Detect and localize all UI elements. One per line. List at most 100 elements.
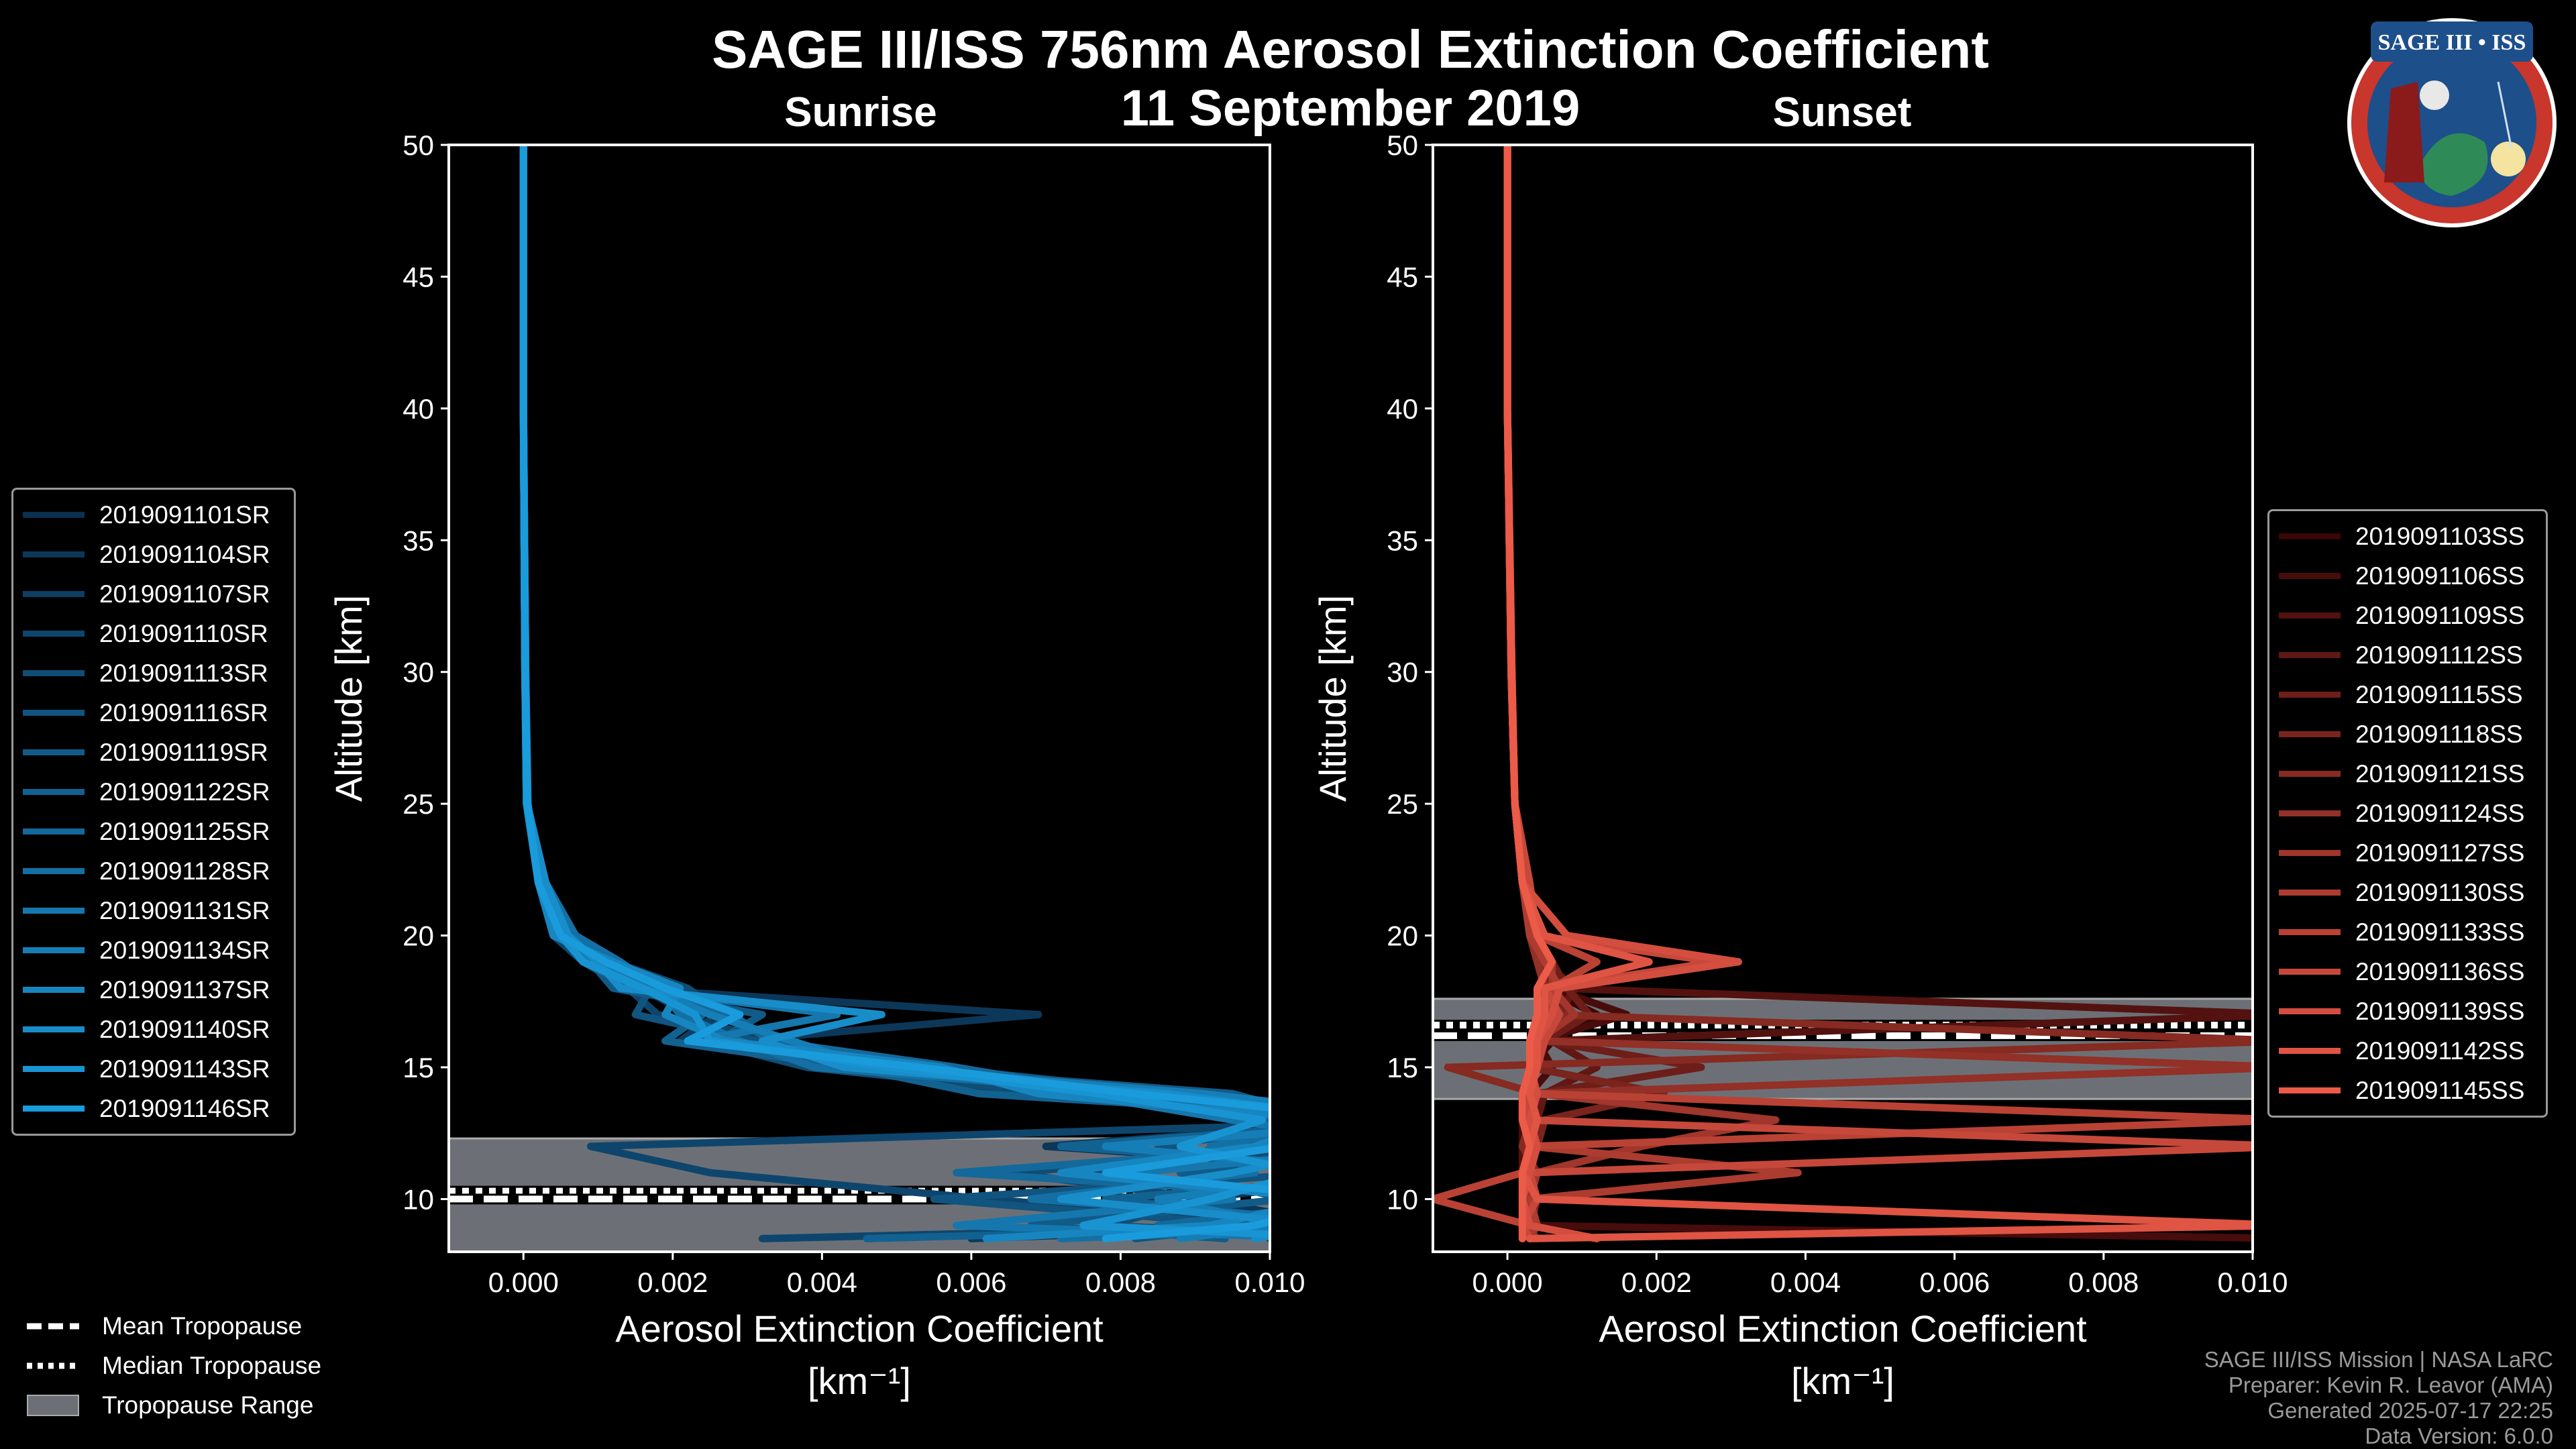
x-tick-label: 0.004 xyxy=(787,1267,857,1298)
legend-label: 2019091142SS xyxy=(2355,1036,2525,1065)
legend-label: 2019091122SR xyxy=(99,777,270,806)
y-tick-label: 30 xyxy=(402,657,434,688)
legend-mean-tropopause: Mean Tropopause xyxy=(27,1312,302,1340)
legend-swatch xyxy=(23,710,85,716)
legend-entry: 2019091113SR xyxy=(13,653,294,693)
legend-entry: 2019091145SS xyxy=(2269,1071,2546,1110)
profile-line-2019091146SR xyxy=(519,145,1270,1242)
legend-label: 2019091136SS xyxy=(2355,957,2525,985)
legend-label: 2019091139SS xyxy=(2355,997,2525,1025)
legend-swatch xyxy=(23,551,85,557)
legend-entry: 2019091139SS xyxy=(2269,991,2546,1031)
sunrise-y-axis-label: Altitude [km] xyxy=(327,595,370,802)
legend-label: 2019091131SR xyxy=(99,896,270,924)
legend-entry: 2019091104SR xyxy=(13,535,294,574)
legend-swatch xyxy=(2279,1048,2341,1054)
sunrise-subtitle: Sunrise xyxy=(784,89,937,136)
dashed-line-icon xyxy=(27,1323,79,1330)
legend-entry: 2019091125SR xyxy=(13,812,294,851)
x-tick-label: 0.000 xyxy=(488,1267,559,1298)
y-tick-label: 20 xyxy=(402,920,434,952)
footer-credits: SAGE III/ISS Mission | NASA LaRC Prepare… xyxy=(2204,1347,2553,1449)
legend-entry: 2019091146SR xyxy=(13,1089,294,1128)
dotted-line-icon xyxy=(27,1362,79,1369)
legend-swatch xyxy=(23,670,85,676)
footer-preparer: Preparer: Kevin R. Leavor (AMA) xyxy=(2228,1373,2553,1397)
legend-entry: 2019091116SR xyxy=(13,693,294,733)
chart-date: 11 September 2019 xyxy=(1120,80,1580,137)
legend-swatch xyxy=(2279,652,2341,658)
sunrise-axes-frame xyxy=(447,144,1271,1253)
footer-version: Data Version: 6.0.0 xyxy=(2365,1424,2553,1448)
legend-entry: 2019091130SS xyxy=(2269,873,2546,912)
x-tick-label: 0.010 xyxy=(2217,1267,2288,1298)
sunset-x-axis-label: Aerosol Extinction Coefficient xyxy=(1599,1307,2087,1350)
legend-label: Median Tropopause xyxy=(102,1352,322,1379)
legend-label: 2019091104SR xyxy=(99,540,270,568)
legend-swatch xyxy=(2279,573,2341,579)
sunset-plot-area xyxy=(1433,145,2253,1242)
legend-label: 2019091140SR xyxy=(99,1015,270,1043)
legend-entry: 2019091127SS xyxy=(2269,833,2546,873)
legend-entry: 2019091107SR xyxy=(13,574,294,614)
y-tick-label: 35 xyxy=(402,525,434,556)
legend-swatch xyxy=(2279,731,2341,737)
y-tick-label: 10 xyxy=(402,1183,434,1215)
legend-swatch xyxy=(2279,1008,2341,1014)
legend-label: 2019091115SS xyxy=(2355,680,2523,708)
legend-label: 2019091118SS xyxy=(2355,720,2523,748)
y-tick-label: 20 xyxy=(1387,920,1418,952)
x-tick-label: 0.000 xyxy=(1472,1267,1543,1298)
y-tick-label: 50 xyxy=(1387,129,1418,161)
legend-entry: 2019091101SR xyxy=(13,495,294,535)
legend-swatch xyxy=(2279,533,2341,539)
x-tick-label: 0.002 xyxy=(637,1267,708,1298)
y-tick-label: 40 xyxy=(402,393,434,425)
legend-label: 2019091145SS xyxy=(2355,1076,2525,1104)
legend-label: 2019091125SR xyxy=(99,817,270,845)
legend-label: Mean Tropopause xyxy=(102,1312,303,1340)
footer-mission: SAGE III/ISS Mission | NASA LaRC xyxy=(2204,1347,2553,1372)
legend-swatch xyxy=(23,908,85,914)
legend-swatch xyxy=(2279,850,2341,856)
svg-text:SAGE III • ISS: SAGE III • ISS xyxy=(2378,30,2526,55)
legend-swatch xyxy=(2279,969,2341,975)
x-tick-label: 0.008 xyxy=(2068,1267,2139,1298)
legend-entry: 2019091124SS xyxy=(2269,794,2546,833)
legend-label: 2019091146SR xyxy=(99,1094,270,1122)
x-tick-label: 0.002 xyxy=(1621,1267,1692,1298)
legend-entry: 2019091136SS xyxy=(2269,952,2546,991)
legend-entry: 2019091110SR xyxy=(13,614,294,653)
legend-label: 2019091124SS xyxy=(2355,799,2525,827)
legend-label: 2019091128SR xyxy=(99,857,270,885)
legend-label: 2019091112SS xyxy=(2355,641,2523,669)
legend-entry: 2019091103SS xyxy=(2269,517,2546,556)
sunrise-legend: 2019091101SR 2019091104SR 2019091107SR 2019… xyxy=(11,488,296,1136)
legend-entry: 2019091122SR xyxy=(13,772,294,812)
legend-label: 2019091101SR xyxy=(99,500,270,529)
legend-label: 2019091121SS xyxy=(2355,759,2525,788)
y-tick-label: 45 xyxy=(1387,261,1418,292)
legend-entry: 2019091118SS xyxy=(2269,714,2546,754)
legend-swatch xyxy=(23,1106,85,1112)
y-tick-label: 15 xyxy=(402,1052,434,1083)
legend-swatch xyxy=(23,512,85,518)
sage-iii-iss-logo: SAGE III • ISS xyxy=(2347,18,2557,227)
legend-entry: 2019091131SR xyxy=(13,891,294,930)
legend-entry: 2019091137SR xyxy=(13,970,294,1010)
y-tick-label: 25 xyxy=(402,788,434,820)
legend-entry: 2019091112SS xyxy=(2269,635,2546,675)
legend-swatch xyxy=(23,987,85,993)
legend-swatch xyxy=(2279,890,2341,896)
y-tick-label: 50 xyxy=(402,129,434,161)
legend-label: 2019091106SS xyxy=(2355,561,2525,590)
y-tick-label: 35 xyxy=(1387,525,1418,556)
y-tick-label: 45 xyxy=(402,261,434,292)
sunset-legend: 2019091103SS 2019091106SS 2019091109SS 2019… xyxy=(2267,509,2548,1118)
legend-swatch xyxy=(23,828,85,835)
legend-swatch xyxy=(23,631,85,637)
sunset-x-axis-unit: [km⁻¹] xyxy=(1791,1360,1894,1402)
sunset-y-axis-label: Altitude [km] xyxy=(1311,595,1354,802)
legend-label: 2019091107SR xyxy=(99,580,270,608)
